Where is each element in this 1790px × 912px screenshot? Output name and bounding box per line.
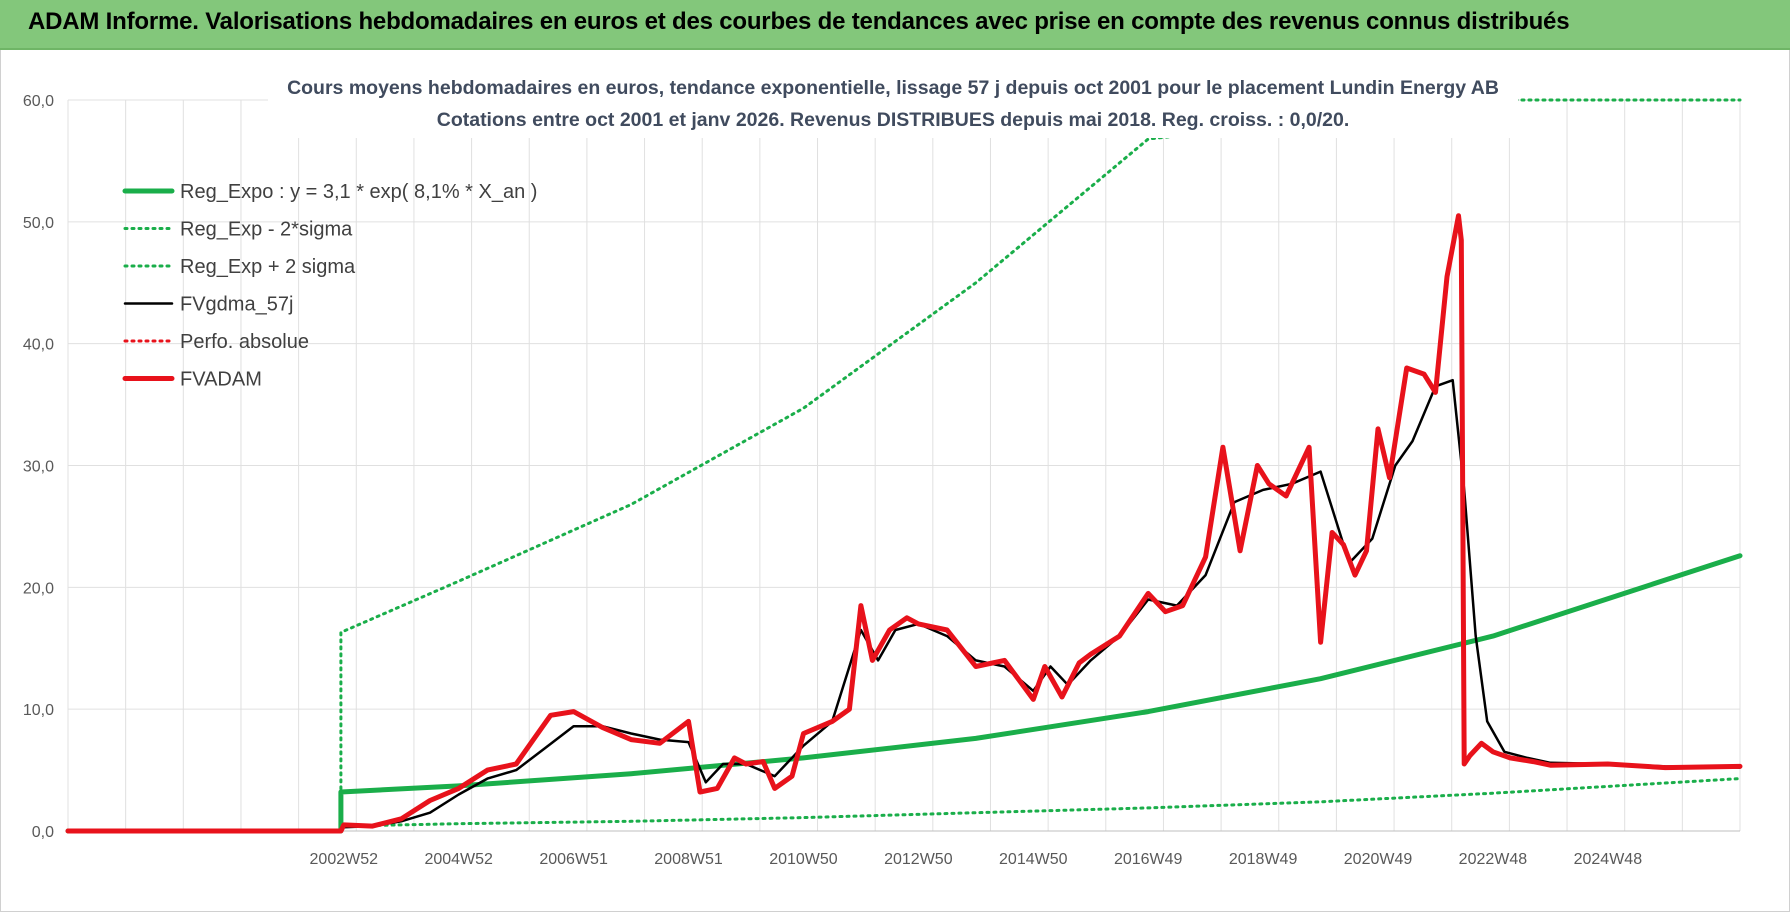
chart-series	[65, 98, 1743, 834]
chart-subtitle: Cotations entre oct 2001 et janv 2026. R…	[437, 109, 1350, 131]
y-tick-label: 30,0	[23, 459, 54, 476]
y-tick-label: 40,0	[23, 337, 54, 354]
y-tick-label: 0,0	[32, 824, 54, 841]
legend-label: FVgdma_57j	[180, 294, 293, 316]
x-tick-label: 2014W50	[999, 851, 1068, 868]
chart-title-box	[268, 68, 1518, 138]
report-banner: ADAM Informe. Valorisations hebdomadaire…	[0, 0, 1790, 50]
chart-legend: Reg_Expo : y = 3,1 * exp( 8,1% * X_an ) R…	[122, 181, 537, 391]
x-tick-label: 2006W51	[539, 851, 608, 868]
y-axis-ticks: 0,0 10,0 20,0 30,0 40,0 50,0 60,0	[23, 93, 54, 841]
chart-grid	[67, 99, 1741, 832]
report-title: ADAM Informe. Valorisations hebdomadaire…	[28, 8, 1570, 35]
x-tick-label: 2020W49	[1344, 851, 1413, 868]
legend-label: Reg_Expo : y = 3,1 * exp( 8,1% * X_an )	[180, 181, 537, 203]
chart-title: Cours moyens hebdomadaires en euros, ten…	[287, 77, 1499, 99]
x-tick-label: 2008W51	[654, 851, 723, 868]
legend-label: Reg_Exp - 2*sigma	[180, 219, 353, 241]
legend-label: FVADAM	[180, 369, 262, 391]
y-tick-label: 50,0	[23, 215, 54, 232]
series-line	[65, 213, 1743, 834]
x-tick-label: 2010W50	[769, 851, 838, 868]
x-tick-label: 2002W52	[310, 851, 379, 868]
legend-label: Perfo. absolue	[180, 331, 309, 353]
legend-label: Reg_Exp + 2 sigma	[180, 256, 356, 278]
x-axis-ticks: 2002W52 2004W52 2006W51 2008W51 2010W50 2012W…	[310, 851, 1643, 868]
x-tick-label: 2004W52	[424, 851, 493, 868]
x-tick-label: 2024W48	[1574, 851, 1643, 868]
y-tick-label: 20,0	[23, 580, 54, 597]
x-tick-label: 2018W49	[1229, 851, 1298, 868]
y-tick-label: 60,0	[23, 93, 54, 110]
series-line	[66, 777, 1742, 833]
series-line	[66, 378, 1742, 833]
x-tick-label: 2022W48	[1459, 851, 1528, 868]
x-tick-label: 2016W49	[1114, 851, 1183, 868]
y-tick-label: 10,0	[23, 702, 54, 719]
x-tick-label: 2012W50	[884, 851, 953, 868]
series-line	[65, 553, 1743, 834]
